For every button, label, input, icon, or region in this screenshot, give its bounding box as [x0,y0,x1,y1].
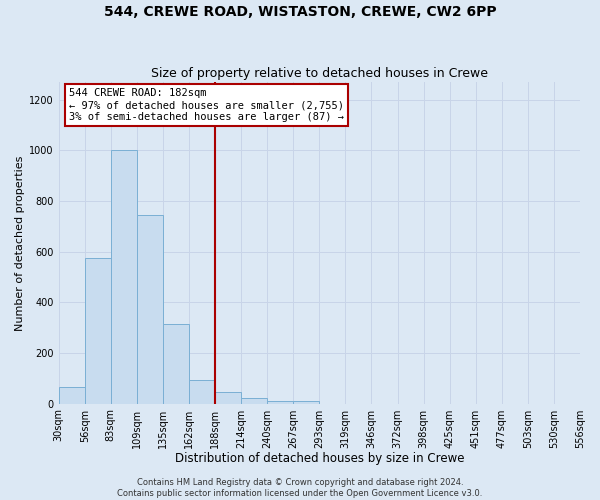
Bar [293,401,319,404]
Bar [163,324,189,404]
Title: Size of property relative to detached houses in Crewe: Size of property relative to detached ho… [151,66,488,80]
Text: Contains HM Land Registry data © Crown copyright and database right 2024.
Contai: Contains HM Land Registry data © Crown c… [118,478,482,498]
Text: 544, CREWE ROAD, WISTASTON, CREWE, CW2 6PP: 544, CREWE ROAD, WISTASTON, CREWE, CW2 6… [104,5,496,19]
Bar [59,387,85,404]
Bar [137,215,163,404]
Bar [267,401,293,404]
Bar [111,150,137,404]
Bar [189,380,215,404]
Bar [241,398,267,404]
Y-axis label: Number of detached properties: Number of detached properties [15,155,25,330]
Bar [85,258,111,404]
Bar [215,392,241,404]
X-axis label: Distribution of detached houses by size in Crewe: Distribution of detached houses by size … [175,452,464,465]
Text: 544 CREWE ROAD: 182sqm
← 97% of detached houses are smaller (2,755)
3% of semi-d: 544 CREWE ROAD: 182sqm ← 97% of detached… [69,88,344,122]
